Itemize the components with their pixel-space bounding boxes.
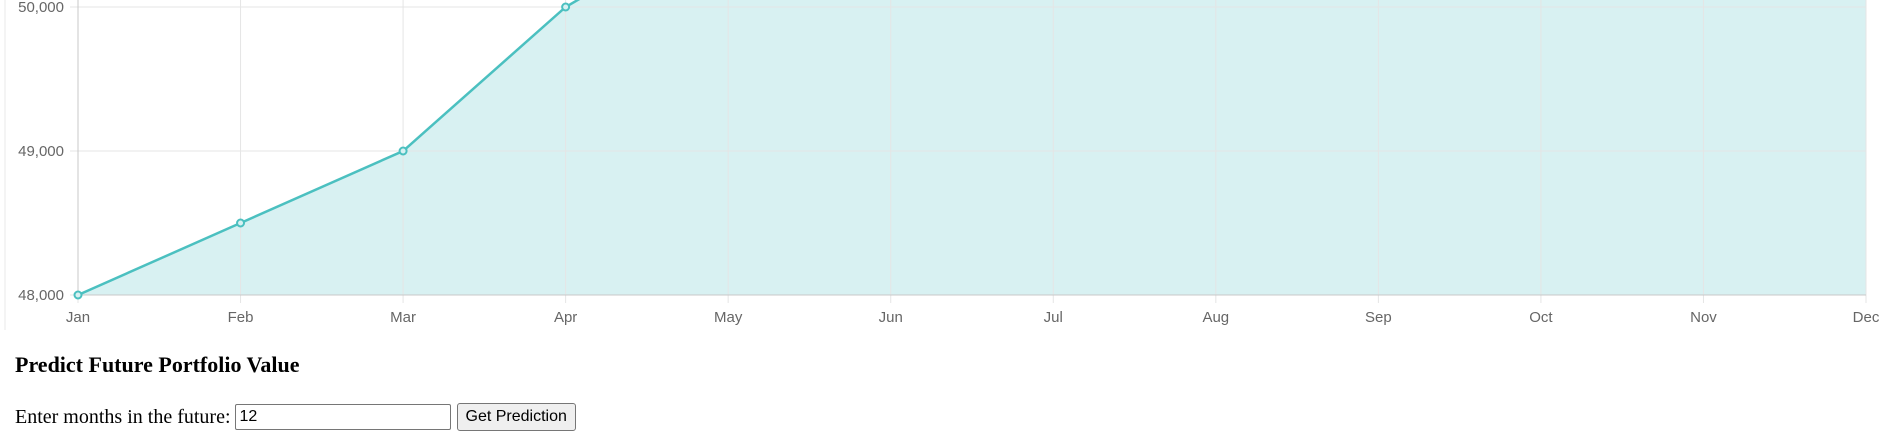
- data-point: [236, 218, 246, 228]
- predict-section: Predict Future Portfolio Value Enter mon…: [15, 352, 1015, 431]
- x-tick-label: Feb: [228, 309, 254, 326]
- data-point: [561, 2, 571, 12]
- area-fill: [78, 0, 1866, 295]
- data-point: [398, 146, 408, 156]
- x-tick-label: Jul: [1044, 309, 1063, 326]
- months-input[interactable]: [234, 404, 451, 430]
- y-tick-label: 49,000: [18, 143, 64, 160]
- x-tick-label: Jan: [66, 309, 90, 326]
- x-tick-label: Oct: [1529, 309, 1553, 326]
- y-tick-label: 50,000: [18, 0, 64, 16]
- x-tick-label: Aug: [1202, 309, 1229, 326]
- predict-title: Predict Future Portfolio Value: [15, 352, 300, 377]
- x-tick-label: May: [714, 309, 743, 326]
- get-prediction-button[interactable]: Get Prediction: [456, 403, 576, 431]
- portfolio-line-chart: 48,000 49,000 50,000 Jan Feb Mar Apr May Jun Jul A…: [4, 0, 1880, 330]
- months-label: Enter months in the future:: [15, 405, 231, 428]
- x-tick-label: Dec: [1853, 309, 1880, 326]
- x-tick-label: Nov: [1690, 309, 1717, 326]
- x-tick-label: Sep: [1365, 309, 1392, 326]
- predict-form: Enter months in the future: Get Predicti…: [15, 403, 576, 431]
- data-point: [73, 290, 83, 300]
- y-tick-label: 48,000: [18, 287, 64, 304]
- x-tick-label: Jun: [879, 309, 903, 326]
- x-tick-label: Mar: [390, 309, 416, 326]
- chart-svg: 48,000 49,000 50,000 Jan Feb Mar Apr May Jun Jul A…: [4, 0, 1880, 330]
- x-tick-label: Apr: [554, 309, 577, 326]
